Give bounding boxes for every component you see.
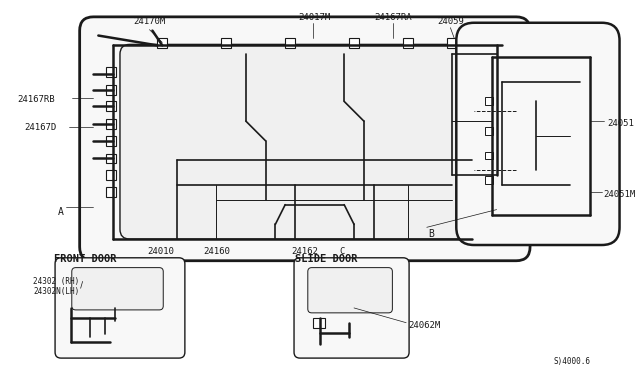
Text: S)4000.6: S)4000.6 bbox=[553, 357, 590, 366]
Text: 24170M: 24170M bbox=[133, 17, 166, 26]
FancyBboxPatch shape bbox=[456, 23, 620, 245]
Bar bbox=[447, 38, 457, 48]
Text: 24059: 24059 bbox=[437, 17, 464, 26]
Text: 24051: 24051 bbox=[608, 119, 635, 128]
Bar bbox=[485, 127, 493, 135]
Text: 24010: 24010 bbox=[147, 247, 173, 256]
Text: 24051M: 24051M bbox=[604, 190, 636, 199]
Text: 24302 (RH): 24302 (RH) bbox=[33, 278, 80, 286]
Text: 24302N(LH): 24302N(LH) bbox=[33, 287, 80, 296]
Text: 24017M: 24017M bbox=[298, 13, 331, 22]
Bar bbox=[285, 38, 295, 48]
Bar bbox=[106, 136, 116, 146]
Text: C: C bbox=[340, 247, 345, 256]
Text: A: A bbox=[58, 207, 64, 217]
Text: SLIDE DOOR: SLIDE DOOR bbox=[295, 254, 358, 264]
Text: 24167RA: 24167RA bbox=[374, 13, 412, 22]
Text: 24062M: 24062M bbox=[408, 321, 440, 330]
Bar bbox=[485, 97, 493, 105]
Bar bbox=[106, 187, 116, 197]
Text: 24167D: 24167D bbox=[24, 123, 57, 132]
Bar bbox=[106, 170, 116, 180]
FancyBboxPatch shape bbox=[308, 267, 392, 313]
Bar bbox=[106, 119, 116, 129]
Bar bbox=[403, 38, 413, 48]
Bar bbox=[349, 38, 359, 48]
Bar bbox=[106, 67, 116, 77]
FancyBboxPatch shape bbox=[72, 267, 163, 310]
Bar bbox=[313, 318, 324, 328]
Bar bbox=[106, 154, 116, 163]
Text: B: B bbox=[428, 229, 434, 239]
FancyBboxPatch shape bbox=[55, 258, 185, 358]
Bar bbox=[157, 38, 167, 48]
Bar bbox=[490, 165, 500, 175]
Bar bbox=[485, 151, 493, 160]
Bar bbox=[106, 102, 116, 111]
Bar bbox=[490, 77, 500, 87]
Bar bbox=[485, 176, 493, 184]
Bar bbox=[490, 106, 500, 116]
Bar bbox=[490, 141, 500, 151]
Bar bbox=[106, 85, 116, 94]
Bar bbox=[221, 38, 231, 48]
FancyBboxPatch shape bbox=[120, 44, 492, 239]
Text: 24160: 24160 bbox=[203, 247, 230, 256]
FancyBboxPatch shape bbox=[79, 17, 530, 261]
FancyBboxPatch shape bbox=[294, 258, 409, 358]
Text: FRONT DOOR: FRONT DOOR bbox=[54, 254, 116, 264]
Text: 24167RB: 24167RB bbox=[18, 94, 55, 103]
Text: 24162: 24162 bbox=[291, 247, 318, 256]
